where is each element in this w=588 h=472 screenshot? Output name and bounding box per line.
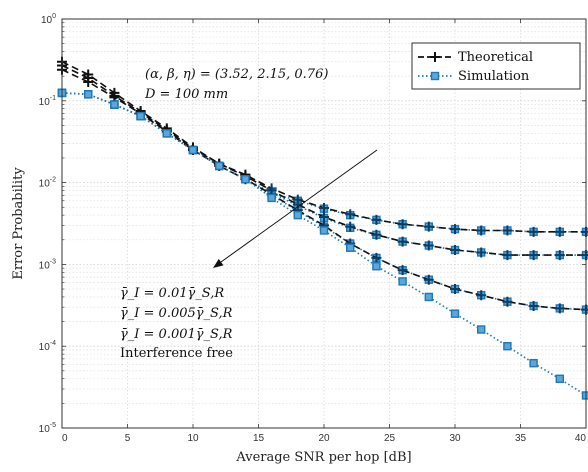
theoretical-line <box>62 70 586 310</box>
x-tick-label: 35 <box>515 433 527 444</box>
curve-label-0.005: γ̄_I = 0.005γ̄_S,R <box>120 306 233 321</box>
x-tick-label: 10 <box>187 433 199 444</box>
y-tick-label: 10-1 <box>39 95 56 108</box>
y-tick-label: 10-4 <box>39 340 56 353</box>
x-tick-label: 0 <box>62 433 68 444</box>
simulation-point <box>85 91 92 98</box>
simulation-point <box>163 130 170 137</box>
curve-label-interference-free: Interference free <box>120 346 233 361</box>
x-tick-label: 15 <box>253 433 265 444</box>
y-tick-label: 10-5 <box>39 422 56 435</box>
simulation-point <box>504 343 511 350</box>
simulation-point <box>583 392 588 399</box>
simulation-point <box>373 263 380 270</box>
simulation-point <box>452 310 459 317</box>
y-axis-title: Error Probability <box>11 167 26 280</box>
y-tick-label: 10-3 <box>39 258 56 271</box>
simulation-point <box>530 360 537 367</box>
curve-label-0.01: γ̄_I = 0.01γ̄_S,R <box>120 286 224 301</box>
y-tick-label: 100 <box>41 13 56 26</box>
simulation-point <box>556 375 563 382</box>
simulation-point <box>137 113 144 120</box>
y-tick-label: 10-2 <box>39 177 56 190</box>
legend: Theoretical Simulation <box>412 43 580 89</box>
simulation-point <box>216 162 223 169</box>
simulation-point <box>347 244 354 251</box>
arrow-head <box>213 259 223 268</box>
annotation-distance: D = 100 mm <box>144 87 228 102</box>
x-tick-label: 30 <box>449 433 461 444</box>
legend-label-simulation: Simulation <box>458 69 530 84</box>
x-tick-label: 25 <box>384 433 396 444</box>
simulation-point <box>399 278 406 285</box>
x-axis-title: Average SNR per hop [dB] <box>235 450 411 465</box>
x-tick-label: 20 <box>318 433 330 444</box>
simulation-point <box>268 194 275 201</box>
x-tick-label: 40 <box>575 433 587 444</box>
simulation-point <box>242 176 249 183</box>
simulation-point <box>294 212 301 219</box>
simulation-point <box>111 101 118 108</box>
curve-label-0.001: γ̄_I = 0.001γ̄_S,R <box>120 327 233 342</box>
simulation-point <box>190 147 197 154</box>
legend-marker-simulation <box>432 73 439 80</box>
annotation-parameters: (α, β, η) = (3.52, 2.15, 0.76) <box>145 67 328 82</box>
legend-label-theoretical: Theoretical <box>458 50 533 65</box>
simulation-point <box>321 227 328 234</box>
simulation-point <box>425 293 432 300</box>
simulation-point <box>478 326 485 333</box>
x-tick-label: 5 <box>125 433 131 444</box>
